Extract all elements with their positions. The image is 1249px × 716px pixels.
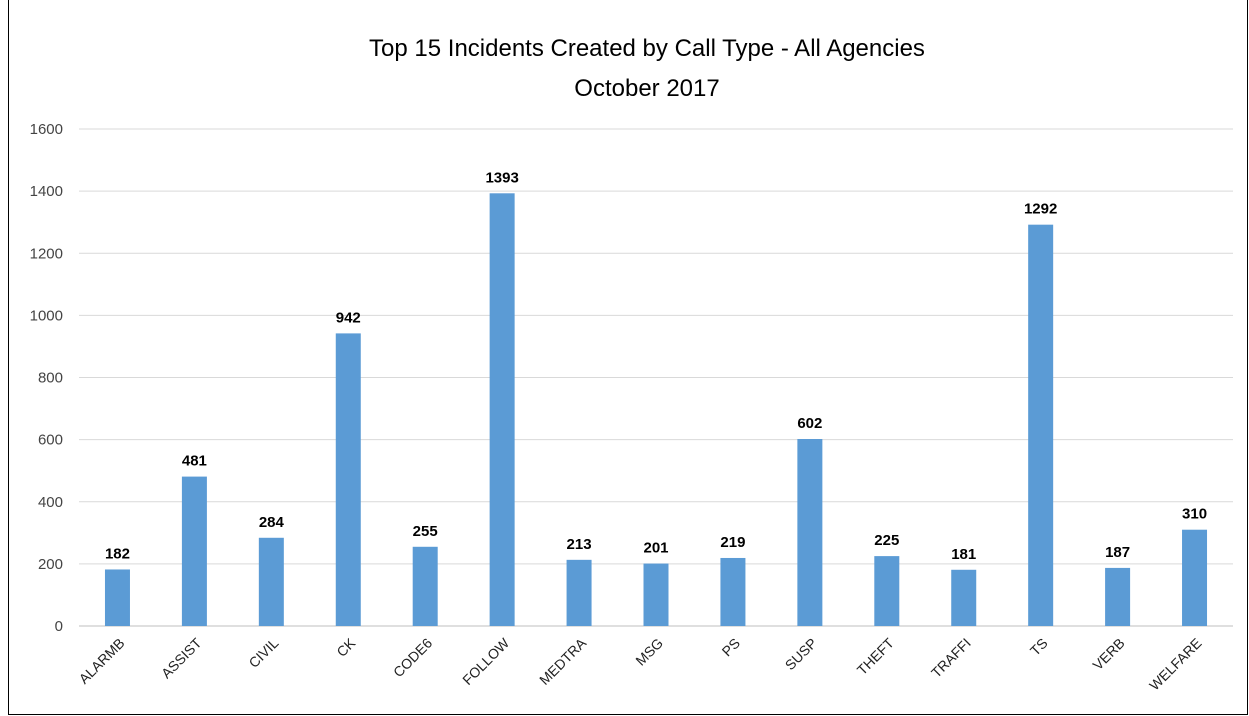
chart-subtitle: October 2017 [574, 75, 719, 102]
bar-follow [489, 193, 515, 626]
bar-civil [258, 537, 284, 626]
x-tick-label-civil: CIVIL [245, 635, 281, 671]
bar-welfare [1182, 529, 1208, 626]
data-label-theft: 225 [874, 532, 899, 549]
x-tick-label-alarmb: ALARMB [76, 635, 128, 687]
bar-ps [720, 557, 746, 626]
x-tick-label-verb: VERB [1089, 635, 1127, 673]
chart-frame: Top 15 Incidents Created by Call Type - … [8, 0, 1248, 715]
x-tick-label-assist: ASSIST [158, 634, 205, 681]
bar-assist [181, 476, 207, 626]
data-labels: 182 481 284 942 255 1393 213 201 219 602 225 181 129… [105, 169, 1207, 562]
y-tick-label: 1400 [30, 183, 63, 200]
y-tick-label: 400 [38, 494, 63, 511]
x-tick-label-medtra: MEDTRA [536, 634, 590, 688]
y-tick-label: 200 [38, 556, 63, 573]
y-axis-tick-labels: 0 200 400 600 800 1000 1200 1400 1600 [30, 121, 63, 635]
y-tick-label: 800 [38, 370, 63, 387]
data-label-msg: 201 [643, 540, 668, 557]
bar-theft [874, 556, 900, 626]
x-tick-label-ts: TS [1027, 635, 1051, 659]
x-tick-label-ps: PS [719, 635, 744, 660]
bar-susp [797, 439, 823, 626]
y-tick-label: 600 [38, 432, 63, 449]
bar-code6 [412, 546, 438, 626]
bar-chart: Top 15 Incidents Created by Call Type - … [30, 35, 1233, 693]
data-label-welfare: 310 [1182, 506, 1207, 523]
x-tick-label-welfare: WELFARE [1146, 635, 1205, 694]
bar-medtra [566, 559, 592, 626]
data-label-ps: 219 [720, 534, 745, 551]
y-tick-label: 1000 [30, 307, 63, 324]
data-label-medtra: 213 [567, 536, 592, 553]
bar-alarmb [104, 569, 130, 626]
y-tick-label: 1600 [30, 121, 63, 138]
data-label-follow: 1393 [485, 169, 518, 186]
x-axis-tick-labels: ALARMB ASSIST CIVIL CK CODE6 FOLLOW MEDTRA MSG P… [76, 634, 1205, 693]
data-label-assist: 481 [182, 453, 207, 470]
data-label-verb: 187 [1105, 544, 1130, 561]
data-label-susp: 602 [797, 415, 822, 432]
bar-ck [335, 333, 361, 626]
bar-ts [1028, 224, 1054, 627]
bar-msg [643, 563, 669, 626]
bar-traffi [951, 569, 977, 626]
x-tick-label-traffi: TRAFFI [928, 635, 974, 681]
bar-verb [1105, 567, 1131, 626]
chart-title: Top 15 Incidents Created by Call Type - … [369, 35, 925, 62]
x-tick-label-code6: CODE6 [390, 635, 436, 681]
y-tick-label: 1200 [30, 245, 63, 262]
data-label-civil: 284 [259, 514, 285, 531]
x-tick-label-msg: MSG [632, 635, 666, 669]
x-tick-label-theft: THEFT [854, 634, 898, 678]
data-label-ts: 1292 [1024, 201, 1057, 218]
data-label-code6: 255 [413, 523, 438, 540]
y-tick-label: 0 [55, 618, 63, 635]
x-tick-label-follow: FOLLOW [459, 634, 513, 688]
x-tick-label-ck: CK [333, 634, 359, 660]
bars [104, 193, 1208, 627]
data-label-alarmb: 182 [105, 545, 130, 562]
data-label-ck: 942 [336, 309, 361, 326]
x-tick-label-susp: SUSP [782, 635, 820, 673]
data-label-traffi: 181 [951, 546, 976, 563]
